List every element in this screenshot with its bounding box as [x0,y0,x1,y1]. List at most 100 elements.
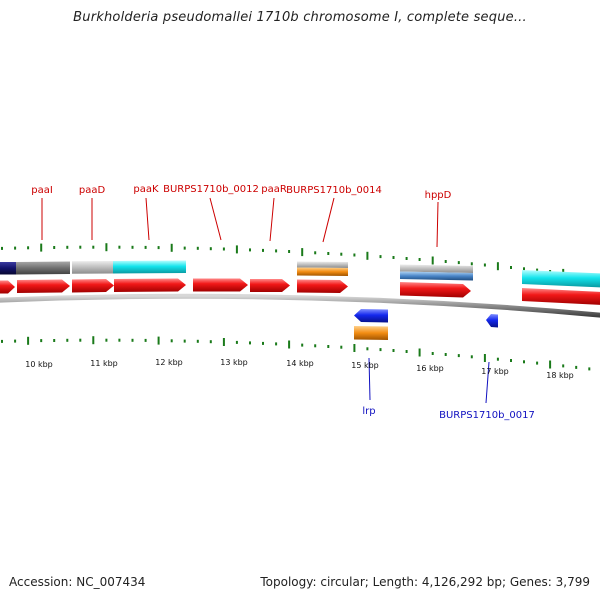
axis-tick-minor [496,357,499,361]
gene-arrow [114,278,186,292]
axis-label-10kbp: 10 kbp [25,360,53,369]
axis-label-17kbp: 17 kbp [481,367,509,376]
axis-tick-minor [235,340,238,344]
outer-tick-major [366,251,369,260]
axis-label-16kbp: 16 kbp [416,364,444,373]
gene-arrow [250,279,290,292]
gene-arrow [522,288,600,305]
axis-tick-minor [562,364,565,368]
feature-block-steel [400,271,473,281]
axis-label-15kbp: 15 kbp [351,361,379,370]
reverse-strand-genes [354,309,498,340]
map-title: Burkholderia pseudomallei 1710b chromoso… [73,10,527,25]
axis-label-13kbp: 13 kbp [220,358,248,367]
axis-tick-minor [392,349,395,352]
outer-tick-minor [288,250,291,253]
outer-tick-major [431,256,434,265]
axis-tick-minor [444,353,447,356]
leader-line-lrp [368,357,371,401]
gene-label-burps1710b-0012[interactable]: BURPS1710b_0012 [163,184,259,195]
gene-arrow [17,279,70,293]
gene-label-paar[interactable]: paaR [261,184,287,195]
axis-tick-major [92,336,95,345]
outer-tick-minor [275,249,278,253]
gene-label-lrp[interactable]: lrp [362,406,375,417]
axis-tick-minor [588,367,591,371]
axis-tick-minor [170,339,173,343]
axis-tick-minor [79,338,82,342]
axis-tick-major [549,360,552,369]
axis-tick-minor [457,354,460,358]
gene-label-burps1710b-0017[interactable]: BURPS1710b_0017 [439,410,535,421]
outer-tick-minor [131,245,134,249]
feature-block-gray [72,261,113,274]
outer-tick-minor [209,247,212,251]
outer-tick-minor [327,252,330,255]
feature-block-gray [297,261,348,268]
outer-tick-minor [523,267,525,271]
axis-tick-major [27,336,30,345]
axis-tick-minor [144,338,147,342]
genome-summary-text: Topology: circular; Length: 4,126,292 bp… [260,575,590,589]
outer-tick-major [496,262,499,271]
outer-tick-minor [53,246,56,249]
axis-tick-major [483,354,486,362]
outer-tick-minor [79,245,82,249]
label-leader-lines [41,197,439,248]
outer-tick-minor [1,246,3,250]
outer-tick-minor [66,245,69,249]
leader-line-paar [269,197,275,242]
outer-tick-minor [483,263,486,267]
axis-tick-minor [510,359,512,362]
label-leader-lines-minus [368,357,490,404]
gene-label-burps1710b-0014[interactable]: BURPS1710b_0014 [286,185,382,196]
axis-tick-minor [1,339,3,343]
axis-tick-minor [105,338,108,342]
outer-tick-minor [144,245,147,249]
axis-tick-major [222,338,225,346]
gene-label-paad[interactable]: paaD [79,185,106,196]
outer-tick-minor [418,258,421,261]
gene-arrow [72,279,114,293]
axis-label-12kbp: 12 kbp [155,358,183,367]
gene-label-paai[interactable]: paaI [31,185,53,196]
gene-label-paak[interactable]: paaK [133,184,159,195]
outer-tick-minor [27,246,30,250]
axis-tick-minor [53,339,56,342]
outer-tick-minor [457,261,460,265]
axis-tick-minor [118,338,121,342]
outer-tick-minor [92,245,95,249]
leader-line-hppd [436,201,439,248]
outer-tick-minor [157,246,160,250]
axis-tick-major [353,344,356,352]
axis-tick-minor [340,345,343,349]
axis-tick-minor [301,343,304,347]
axis-tick-minor [40,339,43,343]
outer-tick-minor [222,247,225,251]
outer-tick-minor [249,248,251,252]
gene-arrow-burps1710b-0017 [486,314,498,328]
axis-tick-minor [366,347,369,351]
accession-text: Accession: NC_007434 [9,575,146,589]
chromosome-backbone [0,293,600,318]
axis-tick-minor [327,345,330,348]
leader-line-burps1710b-0017 [485,361,490,404]
gene-arrow-lrp [354,309,388,323]
outer-tick-minor [14,246,17,250]
outer-tick-major [235,245,238,254]
axis-tick-minor [379,348,382,352]
outer-tick-minor [470,262,473,266]
outer-tick-minor [353,253,356,257]
axis-tick-minor [536,361,539,365]
axis-tick-minor [196,339,199,343]
outer-tick-minor [183,246,186,250]
gene-label-hppd[interactable]: hppD [425,190,452,201]
axis-tick-marks [1,336,591,371]
feature-block-orange [297,267,348,276]
feature-block-orange [354,326,388,340]
gene-arrow [0,280,15,294]
axis-label-18kbp: 18 kbp [546,371,574,380]
outer-tick-minor [444,260,447,263]
feature-block-navy [0,262,16,275]
leader-line-burps1710b-0014 [322,197,335,243]
